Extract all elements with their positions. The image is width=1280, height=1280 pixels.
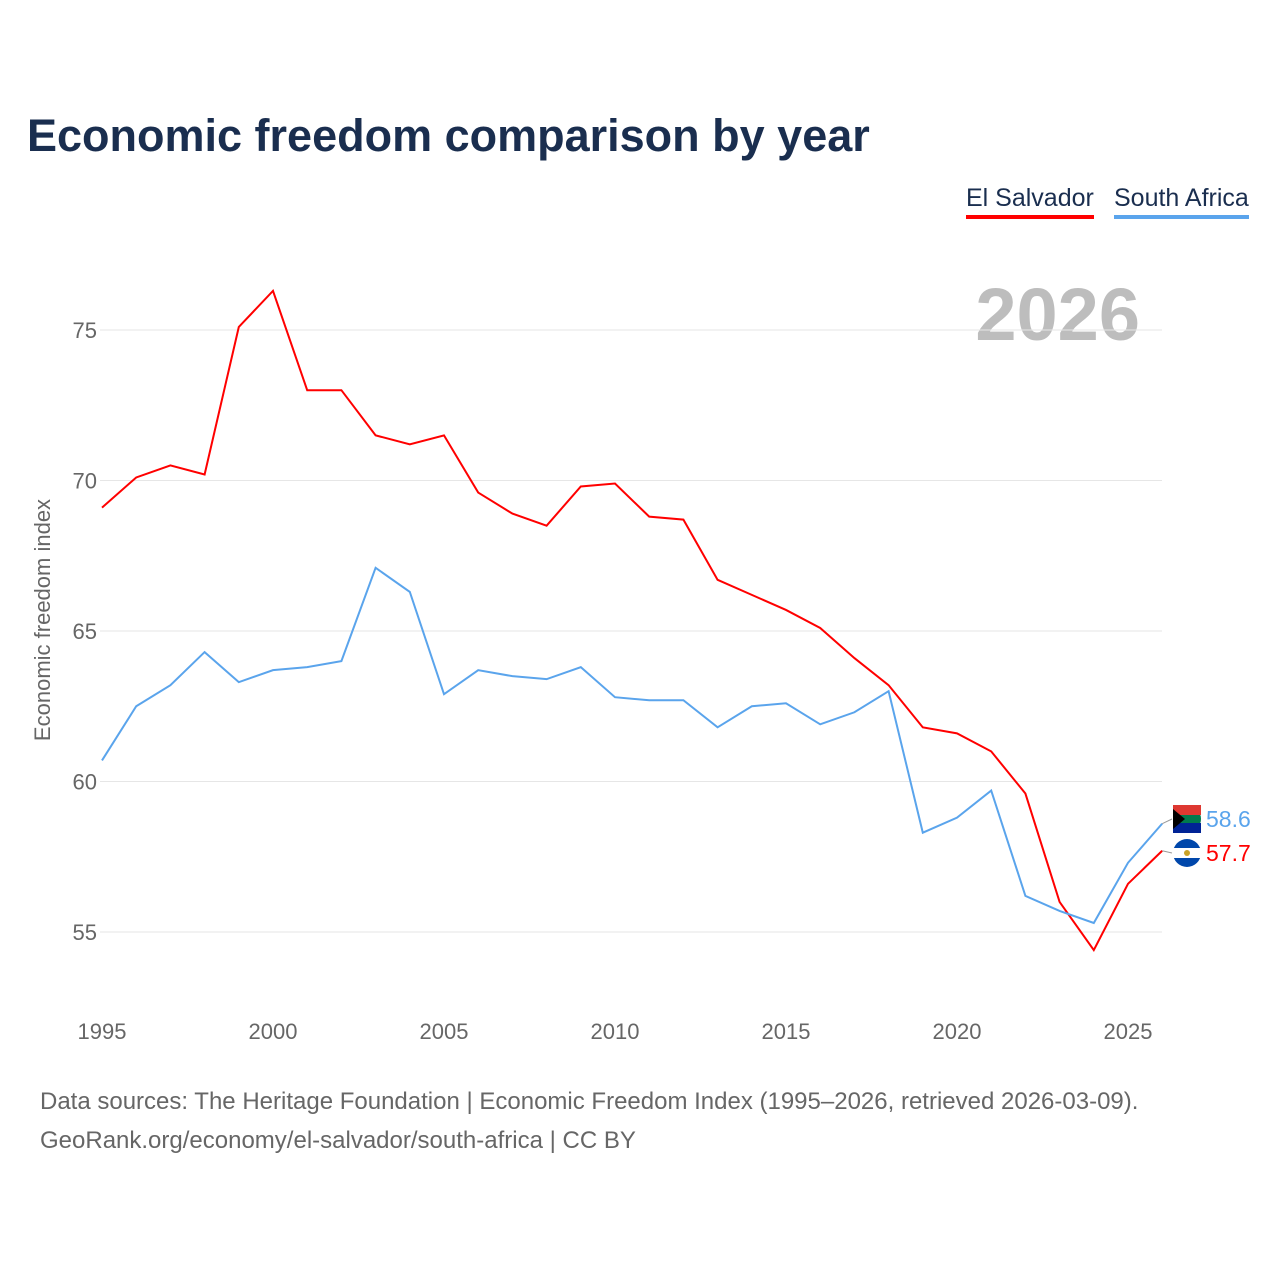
y-tick-label: 55 (73, 920, 97, 945)
end-value-label: 57.7 (1206, 840, 1251, 866)
x-tick-label: 2025 (1104, 1019, 1153, 1044)
footer-link[interactable]: GeoRank.org/economy/el-salvador/south-af… (40, 1127, 636, 1154)
legend-south-africa[interactable]: South Africa (1114, 184, 1249, 219)
footer-sources: Data sources: The Heritage Foundation | … (40, 1088, 1139, 1115)
chart-title: Economic freedom comparison by year (27, 110, 870, 161)
x-tick-label: 2020 (933, 1019, 982, 1044)
x-tick-label: 2010 (591, 1019, 640, 1044)
series-line-south-africa[interactable] (101, 566, 1163, 925)
y-tick-label: 65 (73, 619, 97, 644)
y-tick-label: 70 (73, 469, 97, 494)
end-connector (1161, 818, 1173, 825)
y-axis-label: Economic freedom index (30, 499, 55, 741)
x-tick-label: 1995 (78, 1019, 127, 1044)
legend-el-salvador[interactable]: El Salvador (966, 184, 1094, 219)
x-tick-label: 2005 (420, 1019, 469, 1044)
series-line-el-salvador[interactable] (101, 288, 1163, 952)
x-tick-label: 2000 (249, 1019, 298, 1044)
end-connector (1162, 850, 1173, 854)
south-africa-flag-icon (1173, 805, 1201, 833)
y-tick-label: 60 (73, 770, 97, 795)
y-tick-label: 75 (73, 318, 97, 343)
el-salvador-flag-icon (1173, 839, 1201, 867)
x-tick-label: 2015 (762, 1019, 811, 1044)
year-watermark: 2026 (975, 273, 1140, 356)
end-value-label: 58.6 (1206, 806, 1251, 832)
